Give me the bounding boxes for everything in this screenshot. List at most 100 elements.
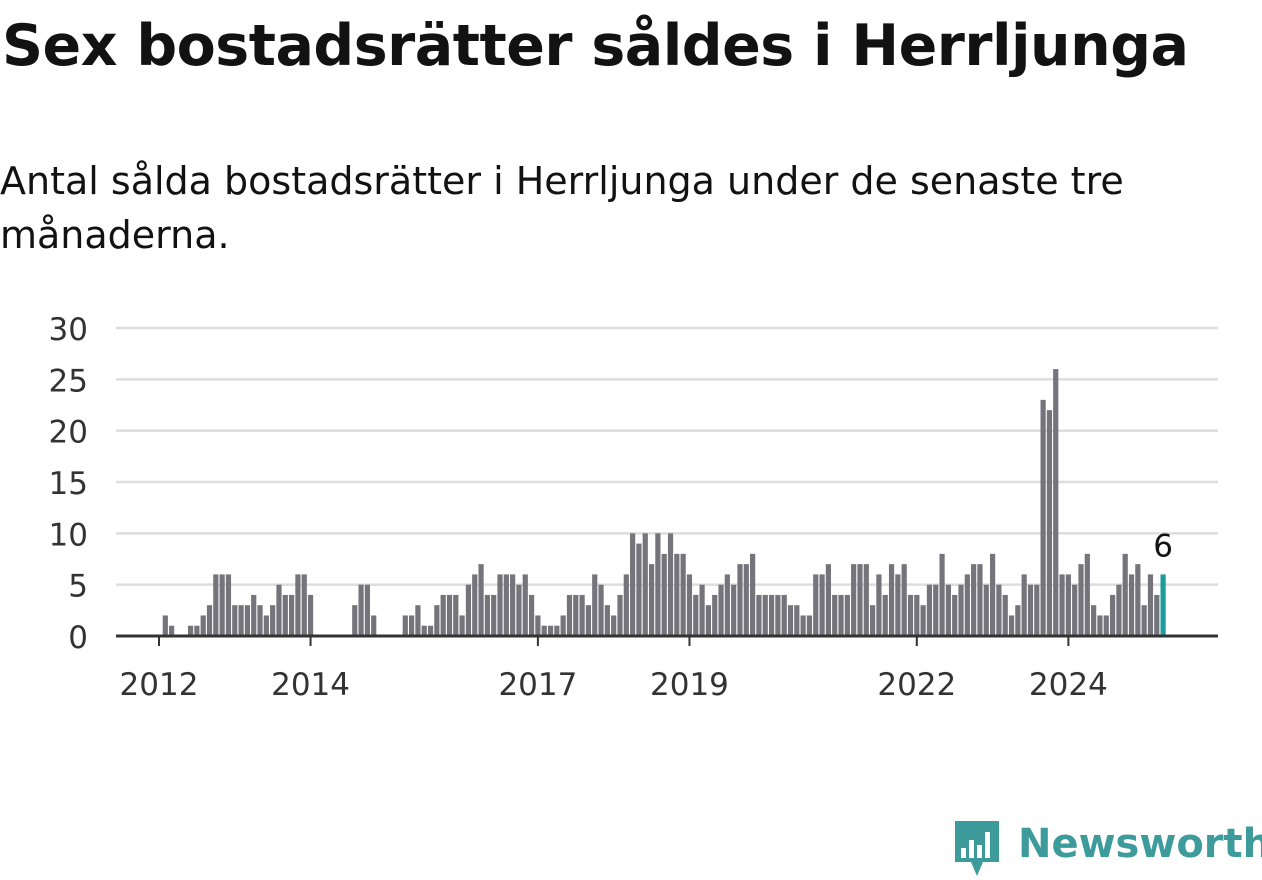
bar [402, 615, 408, 636]
bar [693, 594, 699, 636]
bar [276, 584, 282, 636]
bar [522, 574, 528, 636]
bar [528, 594, 535, 636]
newsworthy-logo[interactable]: Newsworthy [952, 818, 1262, 880]
bar [819, 574, 825, 636]
bar [914, 594, 920, 636]
bar [724, 574, 730, 636]
bar [371, 615, 377, 636]
bar [781, 594, 787, 636]
bar [1021, 574, 1027, 636]
bar [1097, 615, 1103, 636]
bar [857, 564, 863, 636]
bar [977, 564, 983, 636]
bar [971, 564, 977, 636]
bar [1078, 564, 1084, 636]
bar [1135, 564, 1141, 636]
x-tick-label: 2022 [877, 667, 956, 703]
bar [1109, 594, 1116, 636]
bar [270, 605, 276, 636]
bar [169, 625, 175, 636]
bar [680, 553, 686, 636]
bar [750, 553, 756, 636]
bar [295, 574, 301, 636]
logo-text: Newsworthy [1018, 821, 1262, 867]
bar [718, 584, 724, 636]
bar [604, 605, 610, 636]
bar [1147, 574, 1154, 636]
bar [535, 615, 541, 636]
bar [408, 615, 415, 636]
x-tick-label: 2017 [498, 667, 577, 703]
bar [472, 574, 478, 636]
bar [547, 625, 554, 636]
bar [712, 594, 718, 636]
y-tick-label: 5 [68, 569, 88, 605]
bar [465, 584, 472, 636]
bar [768, 594, 775, 636]
bar [187, 625, 194, 636]
bar [611, 615, 617, 636]
bar [933, 584, 939, 636]
highlight-value-label: 6 [1153, 528, 1173, 564]
bar [800, 615, 806, 636]
bar [964, 574, 970, 636]
bar [289, 594, 295, 636]
bar [1091, 605, 1097, 636]
bar [787, 605, 794, 636]
newsworthy-logo-icon [955, 821, 999, 876]
x-tick-label: 2019 [650, 667, 729, 703]
bar [566, 594, 573, 636]
bar [421, 625, 427, 636]
bar [219, 574, 225, 636]
bar [731, 584, 737, 636]
bar [756, 594, 762, 636]
bar [920, 605, 926, 636]
bar [870, 605, 876, 636]
y-tick-label: 30 [49, 312, 88, 348]
bar [282, 594, 288, 636]
bar [478, 564, 484, 636]
bar [1002, 594, 1008, 636]
bar [996, 584, 1002, 636]
bar [541, 625, 547, 636]
bar [825, 564, 831, 636]
bar [453, 594, 459, 636]
bar [257, 605, 263, 636]
bar [307, 594, 314, 636]
bar [888, 564, 895, 636]
bar [1141, 605, 1147, 636]
bar [598, 584, 604, 636]
bar [194, 625, 200, 636]
bar [459, 615, 465, 636]
bar [617, 594, 623, 636]
bar [364, 584, 370, 636]
bar [592, 574, 598, 636]
bar [510, 574, 516, 636]
bar [661, 553, 667, 636]
bar [358, 584, 364, 636]
y-tick-label: 10 [49, 517, 88, 553]
bar [901, 564, 907, 636]
bar [674, 553, 680, 636]
bar [926, 584, 933, 636]
bar [989, 553, 996, 636]
bar [516, 584, 522, 636]
bar [1059, 574, 1065, 636]
bar [162, 615, 168, 636]
bar [876, 574, 882, 636]
bar [623, 574, 629, 636]
bar [983, 584, 989, 636]
bar [206, 605, 213, 636]
bar [882, 594, 888, 636]
bar [699, 584, 705, 636]
bar [232, 605, 238, 636]
x-tick-label: 2012 [120, 667, 199, 703]
bar [1015, 605, 1021, 636]
bar [1122, 553, 1128, 636]
bar [573, 594, 579, 636]
x-tick-label: 2024 [1029, 667, 1108, 703]
bar [251, 594, 257, 636]
bar [863, 564, 869, 636]
highlight-bar [1160, 574, 1166, 636]
